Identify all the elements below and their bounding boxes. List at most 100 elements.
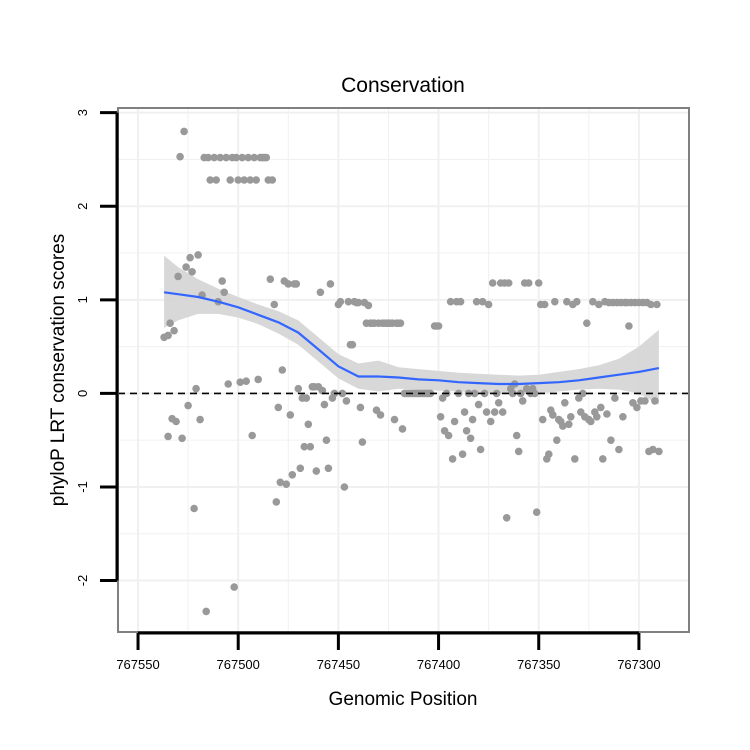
- data-point: [318, 386, 327, 395]
- data-point: [446, 297, 455, 306]
- data-point: [326, 280, 335, 288]
- data-point: [202, 607, 210, 616]
- data-point: [508, 389, 517, 398]
- data-point: [252, 176, 260, 184]
- data-point: [190, 504, 198, 513]
- data-point: [448, 455, 457, 463]
- data-point: [238, 153, 246, 162]
- data-point: [587, 417, 595, 426]
- data-point: [340, 483, 349, 491]
- data-point: [595, 300, 603, 309]
- data-point: [551, 297, 559, 306]
- data-point: [302, 394, 311, 402]
- data-point: [286, 411, 295, 419]
- data-point: [559, 422, 567, 430]
- data-point: [390, 415, 399, 424]
- data-point: [494, 399, 503, 407]
- data-point: [396, 319, 405, 328]
- data-point: [356, 403, 365, 412]
- data-point: [466, 434, 475, 443]
- data-point: [619, 413, 627, 421]
- y-tick-label: 2: [75, 203, 90, 210]
- data-point: [164, 331, 172, 340]
- data-point: [488, 279, 497, 287]
- data-point: [474, 400, 483, 409]
- data-point: [653, 300, 661, 309]
- data-point: [549, 411, 557, 419]
- y-axis-title: phyloP LRT conservation scores: [48, 234, 69, 507]
- data-point: [226, 176, 234, 184]
- data-point: [534, 279, 543, 287]
- data-point: [651, 397, 659, 405]
- data-point: [514, 447, 523, 456]
- data-point: [573, 297, 581, 306]
- data-point: [288, 471, 297, 479]
- data-point: [460, 408, 469, 416]
- data-point: [530, 389, 539, 398]
- data-point: [270, 300, 279, 309]
- x-axis-title: Genomic Position: [329, 689, 478, 710]
- data-point: [398, 425, 407, 433]
- data-point: [246, 176, 254, 184]
- data-point: [182, 263, 190, 271]
- data-point: [236, 378, 244, 387]
- data-point: [194, 251, 202, 259]
- data-point: [218, 277, 226, 285]
- confidence-band-layer: [164, 255, 659, 405]
- data-point: [170, 326, 178, 335]
- data-point: [192, 384, 200, 393]
- data-point: [504, 279, 513, 287]
- x-tick-label: 767550: [116, 657, 159, 672]
- y-tick-label: 1: [75, 296, 90, 303]
- data-point: [242, 377, 250, 386]
- data-point: [266, 275, 275, 284]
- data-point: [470, 389, 479, 398]
- data-point: [518, 397, 527, 405]
- data-point: [216, 153, 224, 162]
- data-point: [364, 301, 373, 310]
- data-point: [633, 403, 641, 412]
- data-point: [316, 288, 325, 297]
- data-point: [593, 413, 601, 421]
- data-point: [450, 417, 459, 426]
- data-point: [597, 403, 605, 412]
- data-point: [312, 467, 321, 475]
- confidence-band: [164, 255, 659, 405]
- data-point: [456, 297, 465, 306]
- data-point: [478, 297, 487, 306]
- data-point: [336, 297, 345, 306]
- data-point: [304, 420, 313, 429]
- data-point: [599, 455, 607, 463]
- data-point: [230, 583, 238, 591]
- smooth-fit-line: [163, 291, 660, 386]
- data-point: [244, 153, 252, 162]
- data-point: [583, 319, 591, 328]
- x-tick-label: 767400: [417, 657, 460, 672]
- data-point: [324, 464, 333, 473]
- x-tick-label: 767350: [517, 657, 560, 672]
- data-point: [540, 300, 549, 309]
- y-tick-label: -2: [75, 575, 90, 587]
- data-point: [486, 417, 495, 426]
- data-point: [655, 447, 663, 456]
- data-point: [212, 176, 220, 184]
- x-tick-label: 767450: [317, 657, 360, 672]
- data-point: [607, 436, 615, 445]
- data-point: [248, 431, 256, 440]
- data-point: [434, 322, 443, 330]
- data-point: [322, 436, 331, 445]
- data-point: [320, 400, 329, 409]
- data-point: [615, 445, 623, 454]
- data-point: [444, 431, 453, 440]
- data-point: [268, 176, 277, 184]
- data-point: [262, 153, 271, 162]
- data-point: [222, 153, 230, 162]
- data-point: [561, 399, 569, 407]
- data-point: [210, 153, 218, 162]
- data-point: [571, 455, 579, 463]
- data-point: [272, 498, 281, 506]
- data-point: [196, 415, 204, 424]
- data-point: [348, 340, 357, 349]
- data-point: [482, 408, 491, 416]
- grid-layer: [118, 108, 689, 632]
